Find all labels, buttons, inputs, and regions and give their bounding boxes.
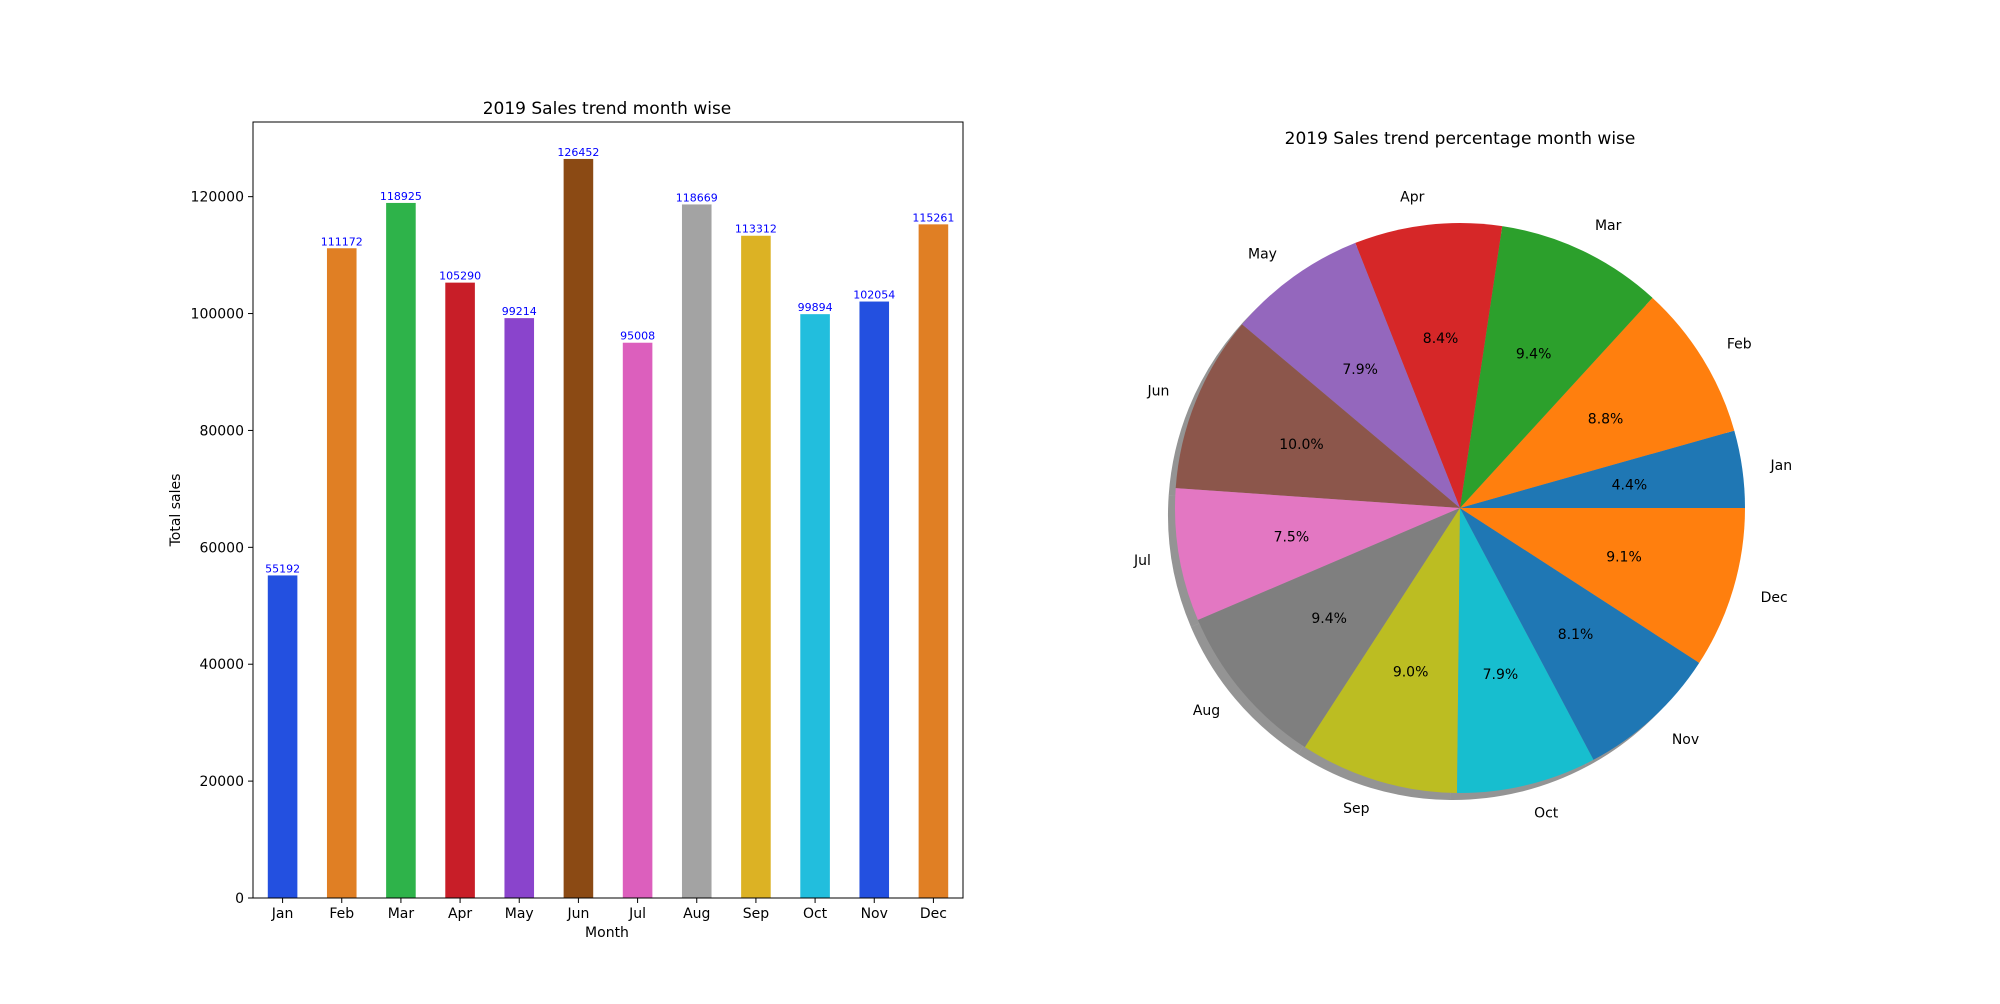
bar-jul: [622, 342, 653, 898]
bar-may: [504, 318, 535, 898]
bar-axes-frame: [252, 121, 964, 899]
y-tick-label: 40000: [199, 657, 244, 673]
pie-percent-label-oct: 7.9%: [1483, 667, 1519, 683]
bar-data-label-sep: 113312: [735, 223, 777, 236]
y-tick-label: 120000: [191, 190, 244, 206]
pie-percent-label-aug: 9.4%: [1311, 611, 1347, 627]
y-tick-label: 60000: [199, 540, 244, 556]
bar-oct: [800, 314, 830, 899]
bar-apr: [445, 282, 475, 898]
pie-slice-mar: [1460, 226, 1653, 508]
bar-plot-area: 55192 Jan 111172 Feb 118925 Mar 105290 Apr 99214…: [191, 121, 964, 922]
y-tick-label: 100000: [191, 307, 244, 323]
x-tick-label-oct: Oct: [803, 906, 828, 922]
x-tick-label-jul: Jul: [628, 906, 646, 922]
bar-dec: [918, 224, 949, 898]
y-tick-label: 0: [235, 891, 244, 907]
bar-data-label-jan: 55192: [265, 562, 300, 575]
pie-slice-sep: [1304, 508, 1460, 793]
pie-slice-feb: [1460, 297, 1735, 508]
x-tick-label-nov: Nov: [861, 906, 888, 922]
pie-slice-jun: [1175, 324, 1460, 508]
pie-slice-oct: [1457, 508, 1594, 793]
bar-data-label-oct: 99894: [798, 301, 833, 314]
bar-chart-title: 2019 Sales trend month wise: [483, 99, 732, 119]
bar-feb: [326, 248, 357, 898]
pie-label-aug: Aug: [1193, 703, 1220, 719]
pie-slice-aug: [1197, 508, 1460, 748]
bar-data-label-may: 99214: [502, 305, 537, 318]
bar-data-label-dec: 115261: [912, 211, 954, 224]
bar-data-label-mar: 118925: [380, 190, 422, 203]
bar-mar: [386, 202, 416, 898]
pie-percent-label-feb: 8.8%: [1588, 411, 1624, 427]
x-tick-label-dec: Dec: [920, 906, 947, 922]
pie-label-jul: Jul: [1133, 553, 1151, 569]
y-tick-label: 80000: [199, 423, 244, 439]
pie-label-sep: Sep: [1343, 801, 1370, 817]
x-tick-label-mar: Mar: [388, 906, 415, 922]
bar-sep: [741, 235, 771, 899]
pie-label-apr: Apr: [1400, 190, 1424, 206]
pie-label-jan: Jan: [1770, 458, 1793, 474]
bar-jan: [267, 575, 298, 898]
pie-label-nov: Nov: [1672, 732, 1699, 748]
bar-x-axis-label: Month: [585, 925, 629, 941]
pie-percent-label-sep: 9.0%: [1393, 665, 1429, 681]
pie-chart: 2019 Sales trend percentage month wise J…: [1133, 129, 1792, 822]
bar-jun: [563, 158, 594, 898]
x-tick-label-jun: Jun: [566, 906, 589, 922]
x-tick-label-may: May: [505, 906, 534, 922]
pie-label-may: May: [1248, 246, 1277, 262]
bar-data-label-jul: 95008: [620, 330, 655, 343]
x-tick-label-apr: Apr: [448, 906, 472, 922]
x-tick-label-aug: Aug: [683, 906, 710, 922]
pie-slice-jan: [1460, 430, 1745, 508]
bar-aug: [681, 204, 712, 899]
pie-plot-area: Jan 4.4% Feb 8.8% Mar 9.4% Apr 8.4% May 7.9% Jun 10…: [1133, 190, 1792, 822]
pie-percent-label-dec: 9.1%: [1606, 549, 1642, 565]
pie-percent-label-jun: 10.0%: [1279, 437, 1323, 453]
pie-label-mar: Mar: [1595, 218, 1622, 234]
pie-label-dec: Dec: [1761, 590, 1788, 606]
x-tick-label-feb: Feb: [329, 906, 354, 922]
pie-label-jun: Jun: [1147, 383, 1170, 399]
pie-percent-label-jan: 4.4%: [1612, 478, 1648, 494]
bar-data-label-aug: 118669: [676, 191, 718, 204]
bar-data-label-apr: 105290: [439, 270, 481, 283]
pie-percent-label-mar: 9.4%: [1516, 347, 1552, 363]
pie-slice-nov: [1460, 508, 1700, 760]
pie-slice-jul: [1174, 488, 1460, 621]
pie-slice-apr: [1355, 223, 1503, 508]
bar-data-label-nov: 102054: [853, 289, 895, 302]
bar-nov: [859, 301, 890, 898]
pie-slice-may: [1242, 242, 1460, 509]
bar-data-label-jun: 126452: [557, 146, 599, 159]
x-tick-label-jan: Jan: [271, 906, 294, 922]
pie-label-feb: Feb: [1727, 337, 1752, 353]
bar-y-axis-label: Total sales: [168, 474, 184, 548]
bar-data-label-feb: 111172: [321, 235, 363, 248]
y-tick-label: 20000: [199, 774, 244, 790]
pie-percent-label-may: 7.9%: [1342, 362, 1378, 378]
bar-chart: 2019 Sales trend month wise 55192 Jan 1111…: [168, 99, 964, 941]
x-tick-label-sep: Sep: [743, 906, 770, 922]
pie-label-oct: Oct: [1534, 806, 1559, 822]
pie-percent-label-apr: 8.4%: [1423, 331, 1459, 347]
pie-chart-title: 2019 Sales trend percentage month wise: [1285, 129, 1636, 149]
pie-percent-label-nov: 8.1%: [1558, 627, 1594, 643]
pie-percent-label-jul: 7.5%: [1274, 529, 1310, 545]
pie-slice-dec: [1460, 508, 1745, 663]
